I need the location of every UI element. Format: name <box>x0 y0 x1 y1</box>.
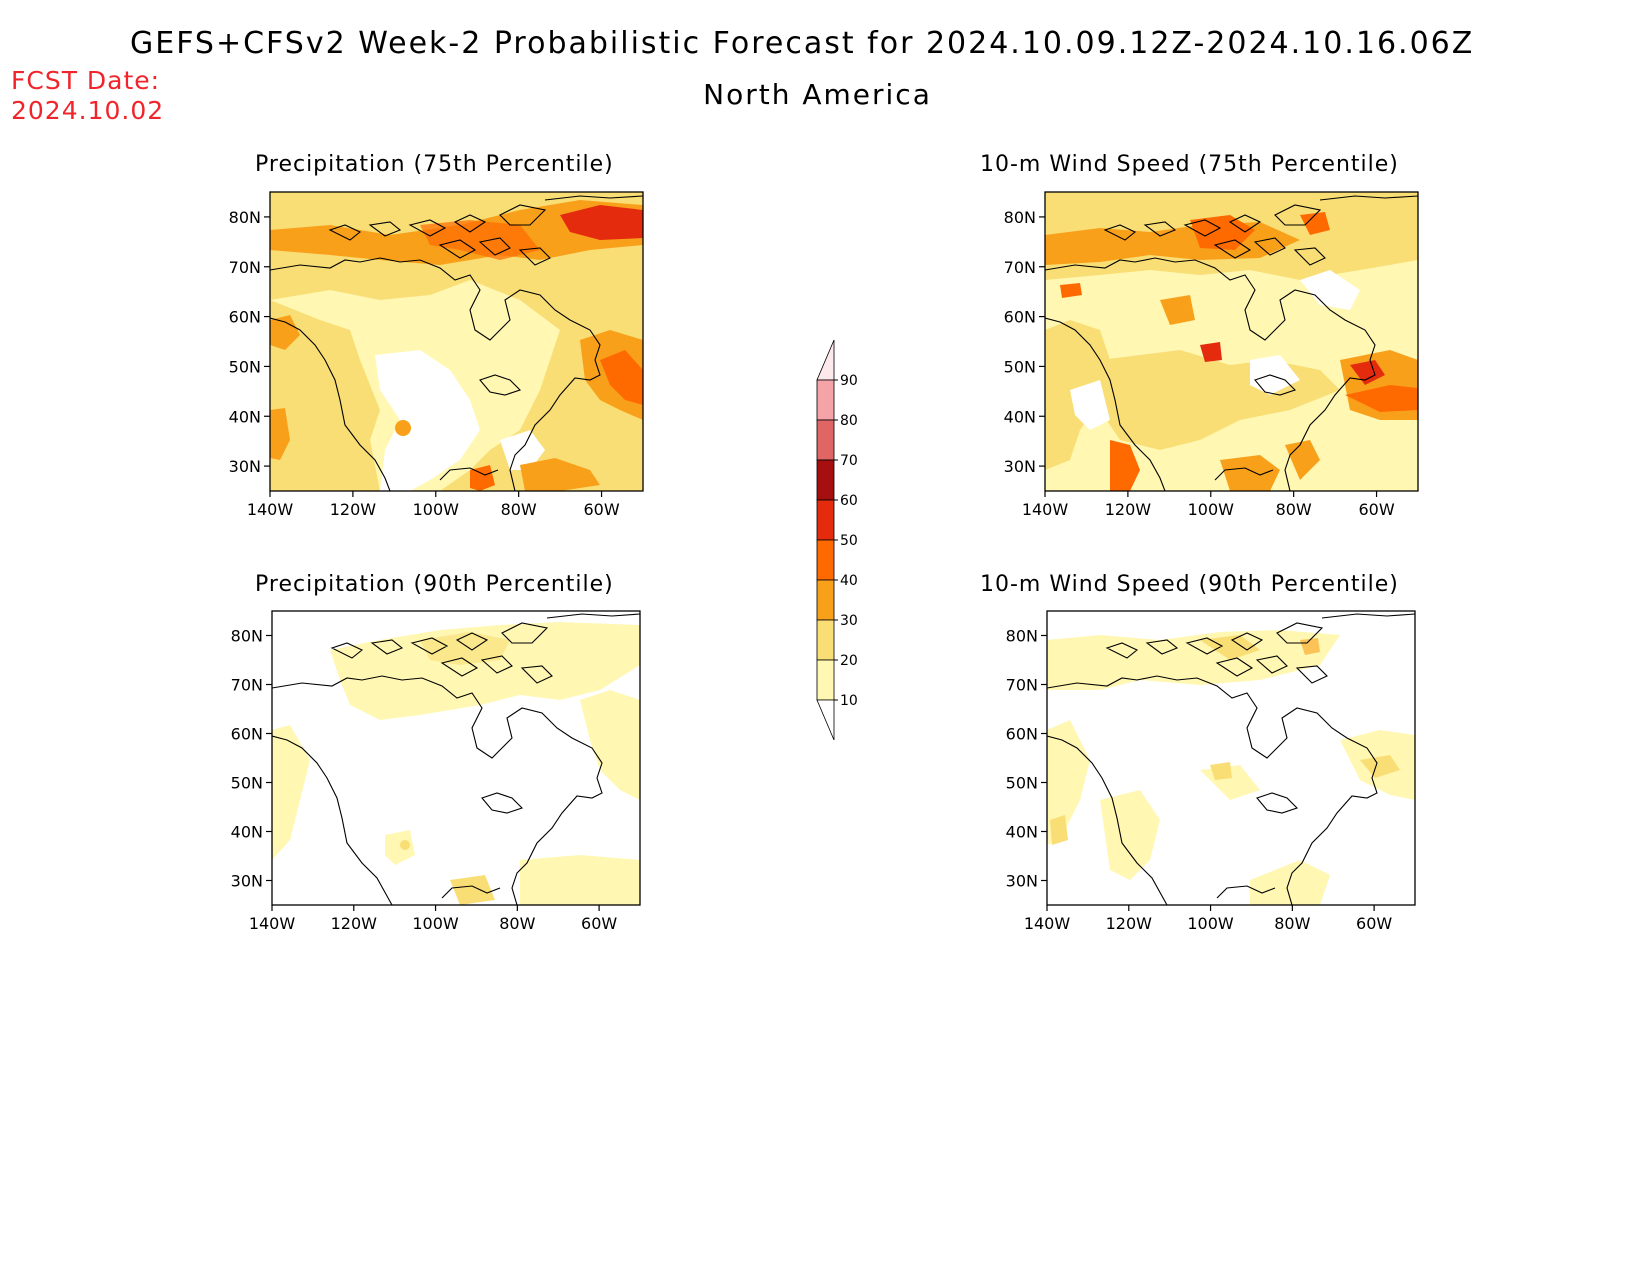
panel-title-wind-90: 10-m Wind Speed (90th Percentile) <box>980 572 1399 597</box>
lon-tick-label: 120W <box>1106 914 1153 933</box>
colorbar-label: 10 <box>840 693 858 709</box>
colorbar-segment <box>816 619 835 661</box>
colorbar-label: 70 <box>840 453 858 469</box>
forecast-date-label: FCST Date: <box>11 66 161 95</box>
precip-75-coastlines <box>270 195 643 491</box>
lat-tick-label: 70N <box>1004 258 1036 277</box>
colorbar-segment <box>816 379 835 421</box>
precip-90-coastlines <box>272 613 640 905</box>
lat-tick-label: 30N <box>1006 872 1038 891</box>
lon-tick-label: 80W <box>501 500 537 519</box>
lon-tick-label: 60W <box>583 500 619 519</box>
colorbar-label: 50 <box>840 533 858 549</box>
map-panel-precip-75 <box>269 191 644 492</box>
colorbar-segment <box>816 499 835 541</box>
map-panel-wind-75 <box>1044 191 1419 492</box>
colorbar-label: 60 <box>840 493 858 509</box>
lat-tick-label: 80N <box>231 627 263 646</box>
lat-tick-label: 30N <box>231 872 263 891</box>
lat-tick-label: 40N <box>229 407 261 426</box>
precip-75-fill <box>270 192 643 491</box>
lon-tick-label: 60W <box>1358 500 1394 519</box>
precip-90-fill <box>272 611 640 905</box>
lat-tick-label: 30N <box>1004 457 1036 476</box>
lon-tick-label: 140W <box>1024 914 1071 933</box>
lon-tick-label: 80W <box>1276 500 1312 519</box>
lon-tick-label: 120W <box>1105 500 1152 519</box>
lat-tick-label: 70N <box>231 676 263 695</box>
lon-tick-label: 120W <box>331 914 378 933</box>
wind-75-fill <box>1045 192 1418 491</box>
lat-tick-label: 40N <box>231 823 263 842</box>
colorbar-label: 30 <box>840 613 858 629</box>
lon-tick-label: 80W <box>499 914 535 933</box>
lon-tick-label: 140W <box>1022 500 1069 519</box>
colorbar-segment <box>816 539 835 581</box>
colorbar-label: 80 <box>840 413 858 429</box>
panel-title-wind-75: 10-m Wind Speed (75th Percentile) <box>980 152 1399 177</box>
lon-tick-label: 100W <box>413 500 460 519</box>
lat-tick-label: 70N <box>229 258 261 277</box>
lon-tick-label: 100W <box>412 914 459 933</box>
lon-tick-label: 100W <box>1187 914 1234 933</box>
lat-tick-label: 80N <box>1006 627 1038 646</box>
wind-90-fill <box>1047 611 1415 905</box>
lon-tick-label: 100W <box>1188 500 1235 519</box>
forecast-date-value: 2024.10.02 <box>11 96 165 125</box>
wind-75-coastlines <box>1045 195 1418 491</box>
colorbar-bottom-extension <box>816 699 835 741</box>
lon-tick-label: 60W <box>581 914 617 933</box>
colorbar-label: 90 <box>840 373 858 389</box>
wind-90-coastlines <box>1047 613 1415 905</box>
lon-tick-label: 140W <box>249 914 296 933</box>
lat-tick-label: 60N <box>1004 308 1036 327</box>
forecast-date: FCST Date: 2024.10.02 <box>11 66 164 126</box>
map-panel-precip-90 <box>271 610 641 906</box>
lat-tick-label: 70N <box>1006 676 1038 695</box>
colorbar-segment <box>816 579 835 621</box>
colorbar-label: 20 <box>840 653 858 669</box>
region-subtitle: North America <box>703 78 932 111</box>
lon-tick-label: 60W <box>1356 914 1392 933</box>
lat-tick-label: 60N <box>229 308 261 327</box>
main-title: GEFS+CFSv2 Week-2 Probabilistic Forecast… <box>130 26 1475 61</box>
lat-tick-label: 40N <box>1004 407 1036 426</box>
panel-title-precip-90: Precipitation (90th Percentile) <box>255 572 614 597</box>
lat-tick-label: 50N <box>231 774 263 793</box>
lon-tick-label: 120W <box>330 500 377 519</box>
axes-layer: 80N 70N 60N 50N 40N 30N 140W 120W 100W 80W 60W 80N 7… <box>229 208 1395 933</box>
lat-tick-label: 40N <box>1006 823 1038 842</box>
lat-tick-label: 50N <box>1006 774 1038 793</box>
lat-tick-label: 60N <box>1006 725 1038 744</box>
panel-title-precip-75: Precipitation (75th Percentile) <box>255 152 614 177</box>
colorbar-segment <box>816 419 835 461</box>
lat-tick-label: 30N <box>229 457 261 476</box>
lat-tick-label: 80N <box>229 208 261 227</box>
colorbar-segment <box>816 659 835 701</box>
lat-tick-label: 80N <box>1004 208 1036 227</box>
lon-tick-label: 140W <box>247 500 294 519</box>
lat-tick-label: 60N <box>231 725 263 744</box>
lat-tick-label: 50N <box>229 357 261 376</box>
colorbar-label: 40 <box>840 573 858 589</box>
colorbar-segment <box>816 459 835 501</box>
colorbar-top-extension <box>816 339 835 381</box>
map-panel-wind-90 <box>1046 610 1416 906</box>
lon-tick-label: 80W <box>1274 914 1310 933</box>
lat-tick-label: 50N <box>1004 357 1036 376</box>
colorbar: 90 80 70 60 50 40 30 20 10 <box>816 339 858 741</box>
